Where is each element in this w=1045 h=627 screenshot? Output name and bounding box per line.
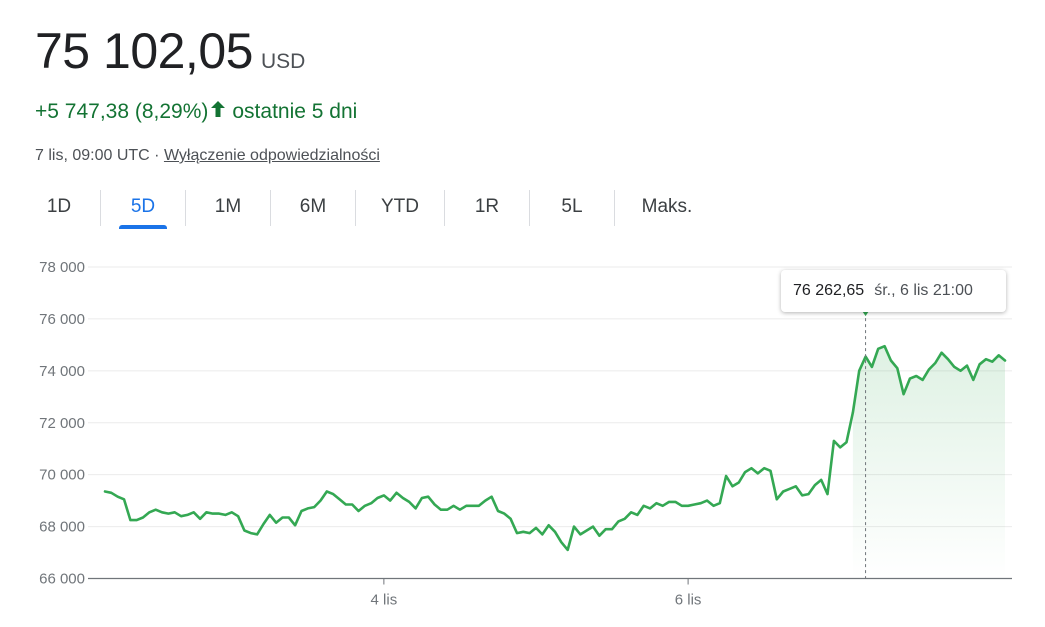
area-fill <box>852 346 1005 579</box>
tab-6m[interactable]: 6M <box>299 196 327 217</box>
tooltip-value: 76 262,65 <box>793 282 865 299</box>
y-tick-label: 68 000 <box>39 519 85 536</box>
tab-5d[interactable]: 5D <box>101 188 185 228</box>
currency-code: USD <box>260 50 306 73</box>
change-period: ostatnie 5 dni <box>232 100 358 123</box>
y-tick-label: 76 000 <box>39 311 85 328</box>
y-tick-label: 74 000 <box>39 363 85 380</box>
y-tick-label: 78 000 <box>39 259 85 276</box>
y-tick-label: 72 000 <box>39 415 85 432</box>
range-tabs: 1D 5D 1M 6M YTD 1R 5L Maks. <box>18 188 719 228</box>
tab-1d[interactable]: 1D <box>46 196 72 217</box>
current-price: 75 102,05 <box>35 23 253 79</box>
price-row: 75 102,05 USD <box>35 22 305 80</box>
last-updated: 7 lis, 09:00 UTC · <box>35 147 160 164</box>
tab-divider <box>444 190 445 226</box>
tab-divider <box>270 190 271 226</box>
price-change: +5 747,38 (8,29%) <box>35 100 209 123</box>
y-tick-label: 66 000 <box>39 571 85 588</box>
y-tick-label: 70 000 <box>39 467 85 484</box>
tab-divider <box>529 190 530 226</box>
tab-1m[interactable]: 1M <box>214 196 242 217</box>
meta-row: 7 lis, 09:00 UTC · Wyłączenie odpowiedzi… <box>35 147 380 165</box>
tooltip-time: śr., 6 lis 21:00 <box>874 282 973 299</box>
hover-tooltip: 76 262,65 śr., 6 lis 21:00 <box>781 270 1006 312</box>
x-tick-label: 4 lis <box>371 592 398 609</box>
disclaimer-link[interactable]: Wyłączenie odpowiedzialności <box>163 147 380 164</box>
tab-max[interactable]: Maks. <box>641 196 693 217</box>
price-line <box>103 344 1007 552</box>
tab-divider <box>355 190 356 226</box>
tab-divider <box>185 190 186 226</box>
tab-ytd[interactable]: YTD <box>381 196 419 217</box>
tab-divider <box>614 190 615 226</box>
x-tick-label: 6 lis <box>675 592 702 609</box>
tab-5l[interactable]: 5L <box>561 196 583 217</box>
change-row: +5 747,38 (8,29%) ostatnie 5 dni <box>35 100 357 124</box>
arrow-up-icon <box>210 100 226 124</box>
tab-1r[interactable]: 1R <box>474 196 500 217</box>
price-chart[interactable]: 66 000 68 000 70 000 72 000 74 000 76 000 78 0… <box>0 240 1045 627</box>
